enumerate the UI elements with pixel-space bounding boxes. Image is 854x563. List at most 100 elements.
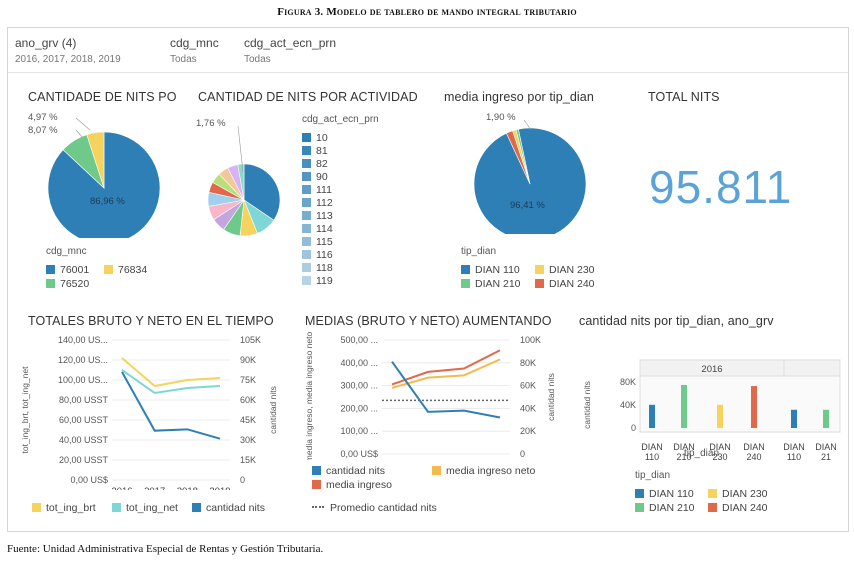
pie2-slice-0[interactable] xyxy=(243,163,281,221)
legend-swatch xyxy=(635,489,644,498)
x-tick: 240 xyxy=(746,452,761,462)
legend-item[interactable]: DIAN 230 xyxy=(708,488,768,500)
y-tick-right: 105K xyxy=(240,335,261,345)
legend-item[interactable]: 118 xyxy=(302,262,382,275)
legend-label: media ingreso xyxy=(326,479,392,491)
legend-item[interactable]: tot_ing_brt xyxy=(32,502,96,514)
legend-item[interactable]: 76520 xyxy=(46,278,89,290)
x-tick: 210 xyxy=(676,452,691,462)
pie3-slice-3[interactable] xyxy=(515,128,531,185)
legend-item[interactable]: DIAN 110 xyxy=(635,488,694,500)
y-tick-left: 140,00 US... xyxy=(58,335,108,345)
pie2-slice-11[interactable] xyxy=(237,163,245,201)
filter-ano-grv[interactable]: ano_grv (4) 2016, 2017, 2018, 2019 xyxy=(15,36,121,65)
legend-item[interactable]: 81 xyxy=(302,145,382,158)
legend-swatch xyxy=(312,480,321,489)
legend-item[interactable]: media ingreso xyxy=(312,479,392,491)
legend-item[interactable]: 90 xyxy=(302,171,382,184)
legend-item[interactable]: DIAN 230 xyxy=(535,264,595,276)
legend-label: 112 xyxy=(316,197,333,209)
legend-item[interactable]: 76001 xyxy=(46,264,89,276)
y-tick-left: 300,00 ... xyxy=(340,381,378,391)
legend-item[interactable]: 116 xyxy=(302,249,382,262)
bar-5[interactable] xyxy=(823,409,829,428)
bar-3[interactable] xyxy=(751,386,757,428)
legend-swatch xyxy=(192,503,201,512)
x-tick: DIAN xyxy=(783,442,805,452)
legend-item[interactable]: DIAN 210 xyxy=(461,278,521,290)
legend-item[interactable]: 76834 xyxy=(104,264,147,276)
legend-swatch xyxy=(32,503,41,512)
series-cantidad-nits[interactable] xyxy=(121,371,221,440)
legend-swatch xyxy=(535,279,544,288)
legend-label: cantidad nits xyxy=(326,465,385,477)
series-media-ingreso-neto[interactable] xyxy=(391,358,501,389)
pie1-slice-2[interactable] xyxy=(86,131,105,189)
legend-item[interactable]: 114 xyxy=(302,223,382,236)
legend-item[interactable]: Promedio cantidad nits xyxy=(312,502,437,514)
legend-item[interactable]: DIAN 240 xyxy=(535,278,595,290)
legend-item[interactable]: 111 xyxy=(302,184,382,197)
pie-label-a: 4,97 % xyxy=(28,112,58,123)
legend-label: 81 xyxy=(316,145,328,157)
pie3-slice-0[interactable] xyxy=(473,127,587,234)
legend-item[interactable]: media ingreso neto xyxy=(432,465,535,477)
figure-source: Fuente: Unidad Administrativa Especial d… xyxy=(7,543,324,555)
dashboard-frame: ano_grv (4) 2016, 2017, 2018, 2019 cdg_m… xyxy=(7,27,849,532)
legend-label: 76001 xyxy=(60,264,90,276)
legend-item[interactable]: 10 xyxy=(302,132,382,145)
pie-label-b: 8,07 % xyxy=(28,125,58,136)
y-tick-right: 30K xyxy=(240,435,256,445)
y-tick-right: 90K xyxy=(240,355,256,365)
figure-caption: Figura 3. Modelo de tablero de mando int… xyxy=(277,6,577,18)
legend-label: DIAN 240 xyxy=(722,502,768,514)
legend-label: DIAN 110 xyxy=(649,488,694,500)
legend-item[interactable]: DIAN 110 xyxy=(461,264,520,276)
legend-item[interactable]: 112 xyxy=(302,197,382,210)
bar-4[interactable] xyxy=(791,409,797,428)
legend-item[interactable]: 113 xyxy=(302,210,382,223)
y-axis-label-left: tot_ing_brt, tot_ing_net xyxy=(20,366,30,454)
bar-0[interactable] xyxy=(649,404,655,428)
legend-list[interactable]: 10 81 82 90 111 112 113 114 115 116 118 119 xyxy=(302,132,382,286)
legend-swatch xyxy=(46,265,55,274)
bar-2[interactable] xyxy=(717,404,723,428)
filter-value: Todas xyxy=(244,54,271,65)
series-media-ingreso[interactable] xyxy=(391,349,501,386)
legend-item[interactable]: cantidad nits xyxy=(312,465,385,477)
legend-item[interactable]: cantidad nits xyxy=(192,502,265,514)
legend-label: 10 xyxy=(316,132,328,144)
filter-cdg-act-ecn-prn[interactable]: cdg_act_ecn_prn Todas xyxy=(244,36,336,65)
legend-label: cantidad nits xyxy=(206,502,265,514)
y-tick: 80K xyxy=(620,377,636,387)
y-tick-left: 80,00 USST xyxy=(59,395,109,405)
series-tot-ing-brt[interactable] xyxy=(121,357,221,388)
pie1-slice-0[interactable] xyxy=(47,131,161,238)
legend-item[interactable]: DIAN 240 xyxy=(708,502,768,514)
legend-item[interactable]: 119 xyxy=(302,275,382,286)
legend-item[interactable]: tot_ing_net xyxy=(112,502,178,514)
legend-item[interactable]: 82 xyxy=(302,158,382,171)
x-tick: 110 xyxy=(787,452,801,462)
series-cantidad-nits[interactable] xyxy=(391,361,501,419)
legend-item[interactable]: 115 xyxy=(302,236,382,249)
legend-label: DIAN 210 xyxy=(649,502,695,514)
filter-cdg-mnc[interactable]: cdg_mnc Todas xyxy=(170,36,219,65)
y-tick-left: 20,00 USST xyxy=(59,455,109,465)
total-nits-value: 95.811 xyxy=(649,161,793,213)
pie-label-c: 86,96 % xyxy=(90,196,125,207)
panel6-title: MEDIAS (BRUTO Y NETO) AUMENTANDO xyxy=(305,314,552,328)
legend-item[interactable]: DIAN 210 xyxy=(635,502,695,514)
pie-label-a: 1,90 % xyxy=(486,112,516,123)
series-tot-ing-net[interactable] xyxy=(121,369,221,395)
year-label: 2016 xyxy=(701,364,722,375)
leader-line xyxy=(75,129,84,139)
filter-bar: ano_grv (4) 2016, 2017, 2018, 2019 cdg_m… xyxy=(8,28,848,73)
y-axis-label: cantidad nits xyxy=(582,381,592,429)
y-tick-right: 45K xyxy=(240,415,256,425)
bar-1[interactable] xyxy=(681,384,687,428)
y-tick-left: 120,00 US... xyxy=(58,355,108,365)
legend-swatch xyxy=(708,489,717,498)
pie-label-b: 96,41 % xyxy=(510,200,545,211)
legend-title: tip_dian xyxy=(635,470,671,481)
